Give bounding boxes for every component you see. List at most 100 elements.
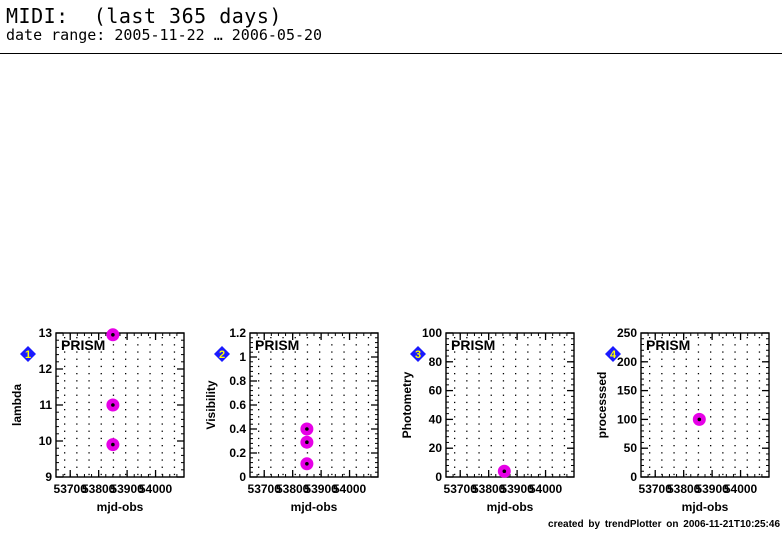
grid-dot (515, 430, 517, 432)
grid-dot (294, 409, 296, 411)
grid-dot (563, 416, 566, 418)
grid-dot (673, 380, 675, 382)
grid-dot (551, 380, 553, 382)
grid-dot (710, 452, 712, 454)
grid-dot (673, 373, 675, 375)
grid-dot (112, 351, 115, 353)
grid-dot (306, 387, 309, 389)
grid-dot (100, 409, 102, 411)
grid-dot (649, 416, 651, 418)
grid-dot (539, 452, 541, 454)
grid-dot (478, 423, 480, 425)
badge-number: 2 (219, 349, 225, 361)
grid-dot (746, 380, 748, 382)
grid-dot (478, 344, 480, 346)
grid-dot (661, 416, 663, 418)
grid-dot (112, 430, 115, 432)
grid-dot (100, 394, 102, 396)
grid-dot (173, 466, 176, 468)
grid-dot (258, 373, 260, 375)
grid-dot (454, 459, 456, 461)
grid-dot (64, 394, 66, 396)
grid-dot (490, 437, 492, 440)
grid-dot (343, 358, 345, 360)
grid-dot (270, 459, 272, 461)
minor-ticks (55, 332, 185, 478)
grid-dot (343, 430, 345, 432)
grid-dot (649, 337, 651, 339)
grid-dot (149, 473, 151, 476)
grid-dot (149, 351, 151, 353)
grid-dot (258, 387, 260, 389)
grid-dot (161, 466, 163, 468)
grid-dot (319, 437, 321, 440)
grid-dot (746, 365, 748, 368)
grid-dot (355, 358, 357, 360)
grid-dot (88, 409, 90, 411)
grid-dot (282, 409, 284, 411)
grid-dot (710, 351, 712, 353)
grid-dot (367, 416, 370, 418)
grid-dot (539, 459, 541, 461)
grid-dot (758, 401, 761, 404)
grid-dot (673, 459, 675, 461)
grid-dot (319, 365, 321, 368)
grid-dot (734, 380, 736, 382)
grid-dot (539, 337, 541, 339)
grid-dot (710, 358, 712, 360)
grid-dot (343, 344, 345, 346)
x-tick-label: 53700 (54, 482, 88, 496)
grid-dot (685, 337, 687, 339)
badge-number: 3 (415, 349, 421, 361)
grid-dot (64, 344, 66, 346)
y-tick-label: 20 (429, 441, 443, 455)
grid-dot (539, 344, 541, 346)
grid-dot (685, 459, 687, 461)
plot-frame (445, 332, 575, 478)
y-tick-label: 0.6 (229, 398, 246, 412)
grid-dot (539, 416, 541, 418)
grid-dot (173, 409, 176, 411)
grid-dot (515, 387, 517, 389)
y-axis-label: Photometry (400, 371, 414, 438)
grid-dot (502, 423, 505, 425)
y-tick-label: 250 (617, 326, 637, 340)
grid-dot (551, 459, 553, 461)
grid-dot (258, 409, 260, 411)
grid-dot (319, 358, 321, 360)
grid-dot (282, 387, 284, 389)
grid-dot (294, 365, 296, 368)
grid-dot (137, 452, 139, 454)
grid-dot (527, 466, 529, 468)
grid-dot (478, 337, 480, 339)
grid-dot (319, 473, 321, 476)
grid-dot (466, 466, 468, 468)
grid-dot (149, 344, 151, 346)
grid-dot (563, 409, 566, 411)
grid-dot (367, 358, 370, 360)
grid-dot (161, 394, 163, 396)
grid-dot (294, 473, 296, 476)
grid-dot (270, 423, 272, 425)
grid-dot (490, 423, 492, 425)
grid-dot (466, 409, 468, 411)
grid-dot (539, 423, 541, 425)
grid-dot (125, 387, 127, 389)
grid-dot (282, 365, 284, 368)
grid-dot (454, 466, 456, 468)
grid-dot (355, 387, 357, 389)
grid-dot (367, 373, 370, 375)
grid-dot (758, 373, 761, 375)
grid-dot (563, 380, 566, 382)
grid-dot (697, 394, 700, 396)
grid-dot (367, 423, 370, 425)
grid-dot (746, 459, 748, 461)
grid-dot (478, 445, 480, 447)
grid-dot (722, 445, 724, 447)
grid-dot (343, 351, 345, 353)
grid-dot (563, 337, 566, 339)
grid-dot (527, 473, 529, 476)
grid-dot (551, 423, 553, 425)
grid-dot (673, 337, 675, 339)
grid-dot (661, 351, 663, 353)
